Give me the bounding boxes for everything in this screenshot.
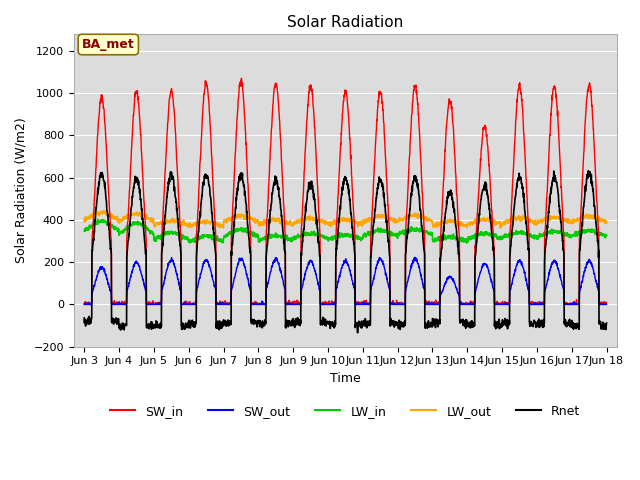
Title: Solar Radiation: Solar Radiation <box>287 15 403 30</box>
Legend: SW_in, SW_out, LW_in, LW_out, Rnet: SW_in, SW_out, LW_in, LW_out, Rnet <box>106 400 586 423</box>
Text: BA_met: BA_met <box>82 38 134 51</box>
Y-axis label: Solar Radiation (W/m2): Solar Radiation (W/m2) <box>15 118 28 263</box>
X-axis label: Time: Time <box>330 372 361 385</box>
